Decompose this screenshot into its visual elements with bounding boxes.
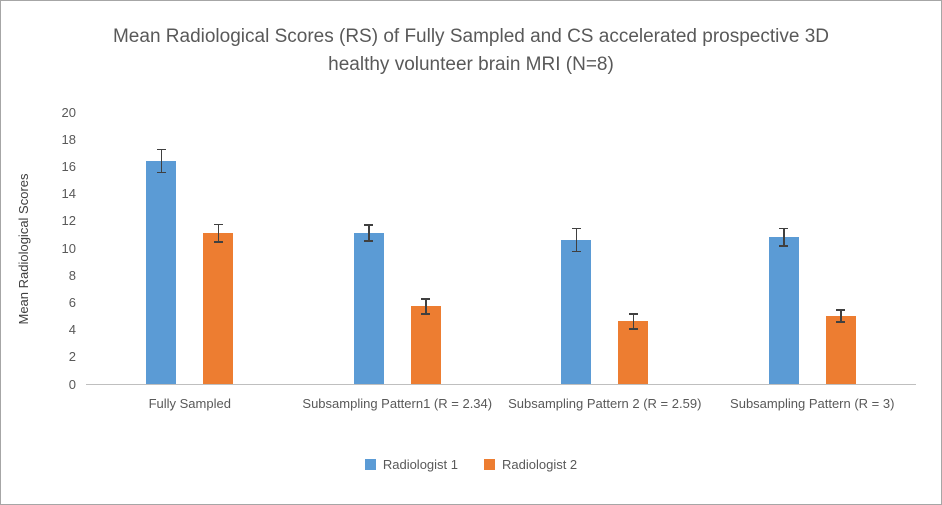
bar-radiologist-2-cat4 (825, 316, 856, 384)
error-bar-radiologist-1-cat4 (779, 227, 789, 247)
x-axis-line (86, 384, 916, 385)
error-bar-radiologist-1-cat2 (364, 224, 374, 242)
y-tick-label: 12 (61, 213, 76, 229)
bar-radiologist-2-cat1 (203, 233, 234, 384)
plot-area (86, 112, 916, 384)
bar-radiologist-1-cat4 (768, 237, 799, 384)
legend-swatch-radiologist-2 (484, 459, 495, 470)
legend-swatch-radiologist-1 (364, 459, 376, 470)
bar-radiologist-1-cat1 (146, 160, 177, 384)
bar-radiologist-2-cat2 (410, 306, 441, 384)
y-tick-label: 2 (68, 349, 76, 365)
error-bar-radiologist-2-cat3 (628, 313, 638, 330)
y-tick-label: 16 (61, 158, 76, 174)
chart-title: Mean Radiological Scores (RS) of Fully S… (112, 26, 829, 75)
y-tick-label: 6 (68, 294, 76, 310)
y-tick-label: 18 (61, 131, 76, 147)
legend-label-radiologist-1: Radiologist 1 (382, 457, 458, 472)
y-axis-label: Mean Radiological Scores (16, 173, 31, 325)
legend-item-radiologist-2: Radiologist 2 (484, 457, 577, 472)
bar-radiologist-2-cat3 (618, 321, 649, 384)
y-tick-label: 20 (61, 104, 76, 120)
x-category-label-4: Subsampling Pattern (R = 3) (730, 396, 895, 411)
legend-item-radiologist-1: Radiologist 1 (364, 457, 458, 472)
error-bar-radiologist-1-cat1 (156, 148, 166, 174)
bar-radiologist-1-cat2 (353, 233, 384, 384)
x-category-label-3: Subsampling Pattern 2 (R = 2.59) (508, 396, 702, 411)
x-category-label-1: Fully Sampled (148, 396, 231, 411)
y-tick-label: 4 (68, 322, 76, 338)
y-tick-label: 14 (61, 186, 76, 202)
bar-radiologist-1-cat3 (561, 239, 592, 384)
x-category-label-2: Subsampling Pattern1 (R = 2.34) (302, 396, 493, 411)
y-tick-label: 10 (61, 240, 76, 256)
legend-label-radiologist-2: Radiologist 2 (502, 457, 578, 472)
error-bar-radiologist-2-cat4 (836, 309, 846, 323)
y-tick-label: 8 (68, 267, 76, 283)
error-bar-radiologist-2-cat1 (213, 223, 223, 243)
error-bar-radiologist-1-cat3 (571, 227, 581, 253)
legend: Radiologist 1 Radiologist 2 (1, 457, 941, 472)
error-bar-radiologist-2-cat2 (421, 298, 431, 315)
y-tick-label: 0 (68, 376, 76, 392)
